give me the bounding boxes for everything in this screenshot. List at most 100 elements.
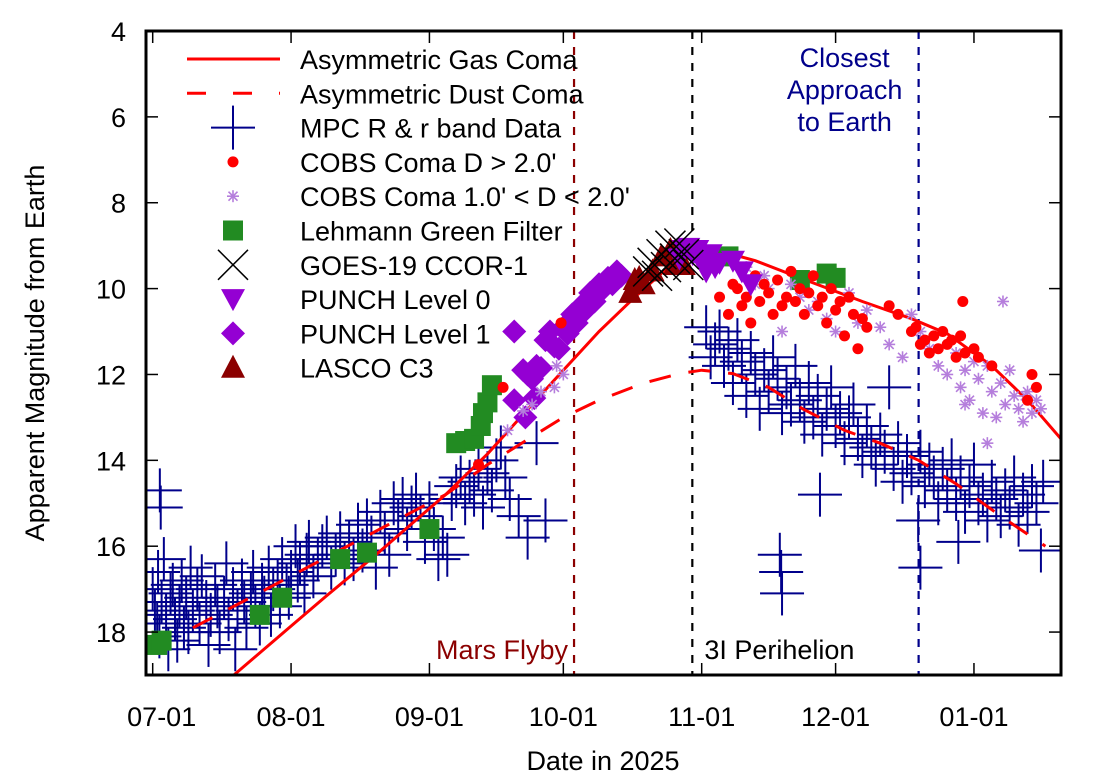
x-tick-label: 01-01 [939, 702, 1008, 732]
plus-marker [804, 386, 849, 431]
plus-marker [925, 468, 970, 513]
plus-marker [992, 455, 1037, 500]
plus-marker [724, 373, 769, 418]
plus-marker [920, 446, 965, 491]
circle-marker [892, 308, 904, 320]
circle-marker [740, 291, 752, 303]
plus-marker [153, 597, 198, 642]
plus-marker [150, 562, 195, 607]
plus-marker [840, 434, 885, 479]
asterisk-marker [548, 381, 561, 394]
circle-marker [1030, 381, 1042, 393]
plus-marker [831, 382, 876, 427]
x-tick-label: 07-01 [127, 702, 196, 732]
circle-marker [937, 326, 949, 338]
circle-marker [745, 317, 757, 329]
plus-marker [956, 481, 1001, 526]
asterisk-stroke [1000, 399, 1011, 410]
plus-marker [146, 537, 186, 582]
plus-marker [757, 532, 802, 577]
plot-frame [144, 29, 1063, 677]
plus-marker [777, 378, 822, 423]
asterisk-marker [557, 368, 570, 381]
plus-marker [452, 472, 497, 517]
plus-marker [1014, 481, 1059, 526]
plus-marker [809, 365, 854, 410]
asterisk-marker [999, 398, 1012, 411]
plus-marker [465, 451, 510, 496]
plus-marker [186, 622, 231, 667]
triangle-up-marker [671, 251, 696, 275]
circle-marker [763, 287, 775, 299]
asterisk-marker [1030, 394, 1043, 407]
y-tick-label: 14 [96, 446, 126, 476]
asterisk-stroke [518, 405, 529, 417]
asterisk-stroke [1009, 390, 1020, 401]
circle-marker [798, 308, 810, 320]
asterisk-stroke [759, 270, 770, 281]
plus-marker [304, 515, 349, 560]
asterisk-stroke [1004, 365, 1015, 376]
circle-marker [986, 360, 998, 372]
cross-marker [217, 249, 249, 281]
plus-marker [429, 476, 474, 521]
series-layer [146, 227, 1061, 675]
asterisk-marker [896, 351, 909, 364]
asterisk-marker [535, 385, 548, 398]
asterisk-stroke [991, 412, 1002, 423]
asterisk-marker [784, 278, 797, 291]
circle-marker [473, 459, 485, 471]
asterisk-marker [776, 325, 789, 338]
plus-marker [1001, 472, 1046, 517]
diamond-marker [502, 388, 527, 413]
circle-marker [803, 287, 815, 299]
square-marker [330, 549, 351, 570]
plus-marker [213, 627, 258, 672]
circle-marker [816, 291, 828, 303]
plus-marker [336, 502, 381, 547]
circle-marker [946, 334, 958, 346]
event-label: Mars Flyby [436, 635, 569, 665]
asterisk-marker [1008, 389, 1021, 402]
plus-marker [951, 442, 996, 487]
legend-item: PUNCH Level 1 [221, 319, 491, 349]
asterisk-marker [1025, 407, 1038, 420]
asterisk-marker [550, 359, 563, 372]
plus-marker [697, 309, 742, 354]
circle-marker [794, 283, 806, 295]
x-axis-title: Date in 2025 [526, 746, 679, 776]
series-punch-level-1 [502, 259, 634, 430]
legend: Asymmetric Gas Coma Asymmetric Dust Coma M… [187, 45, 630, 384]
asterisk-marker [959, 364, 972, 377]
plus-marker [797, 472, 842, 517]
plus-marker [715, 318, 760, 363]
plus-marker [978, 494, 1023, 539]
asterisk-marker [517, 404, 530, 417]
asterisk-marker [994, 377, 1007, 390]
circle-marker [968, 343, 980, 355]
legend-item: Asymmetric Gas Coma [187, 45, 579, 75]
plus-marker [844, 403, 889, 448]
plus-marker [146, 567, 175, 612]
plus-marker [380, 476, 425, 521]
circle-marker [758, 278, 770, 290]
plus-marker [505, 515, 550, 560]
circle-marker [497, 381, 509, 393]
asterisk-stroke [549, 382, 560, 393]
asterisk-marker [905, 308, 918, 321]
asterisk-stroke [830, 326, 841, 337]
y-tick-label: 16 [96, 532, 126, 562]
plus-marker [188, 592, 233, 637]
circle-marker [959, 347, 971, 359]
event-lines [572, 31, 920, 675]
asterisk-stroke [986, 386, 997, 397]
y-tick-label: 6 [111, 103, 126, 133]
asterisk-stroke [997, 296, 1009, 307]
square-marker [223, 220, 243, 241]
plus-marker [286, 519, 331, 564]
plus-marker [929, 438, 974, 483]
asterisk-marker [1003, 364, 1016, 377]
circle-marker [555, 317, 567, 329]
square-marker [151, 630, 172, 651]
plus-marker [291, 554, 336, 599]
